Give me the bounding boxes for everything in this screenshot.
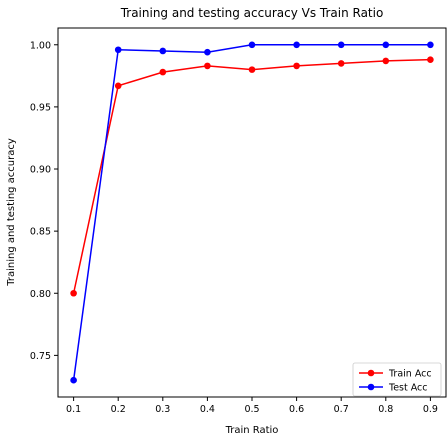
- y-tick-label: 0.95: [30, 102, 51, 113]
- legend-label-test-acc: Test Acc: [388, 383, 428, 394]
- data-point-train-acc: [427, 56, 434, 63]
- data-point-test-acc: [70, 376, 77, 384]
- chart-title: Training and testing accuracy Vs Train R…: [120, 6, 384, 20]
- data-point-train-acc: [337, 60, 345, 67]
- legend-marker-train-acc: [367, 369, 375, 377]
- data-point-test-acc: [248, 41, 256, 49]
- data-point-train-acc: [248, 66, 256, 73]
- series-layer: [70, 41, 434, 384]
- data-point-test-acc: [293, 41, 300, 49]
- data-point-test-acc: [159, 47, 167, 55]
- data-point-test-acc: [114, 46, 122, 54]
- legend-label-train-acc: Train Acc: [388, 369, 432, 380]
- x-tick-label: 0.5: [244, 404, 259, 415]
- x-tick-label: 0.9: [423, 404, 438, 415]
- y-axis-label: Training and testing accuracy: [6, 138, 17, 287]
- y-axis-ticks: 0.75 0.80 0.85 0.90 0.95 1.00: [30, 40, 58, 362]
- x-tick-label: 0.7: [334, 404, 349, 415]
- x-axis-ticks: 0.1 0.2 0.3 0.4 0.5 0.6 0.7 0.8 0.9: [66, 397, 438, 415]
- plot-area: [57, 27, 447, 398]
- x-tick-label: 0.8: [378, 404, 393, 415]
- data-point-test-acc: [427, 41, 434, 49]
- data-point-train-acc: [382, 57, 390, 65]
- y-tick-label: 0.90: [30, 165, 51, 176]
- legend-marker-test-acc: [367, 383, 375, 391]
- data-point-train-acc: [114, 82, 122, 90]
- x-tick-label: 0.3: [155, 404, 170, 415]
- y-tick-label: 0.80: [30, 289, 51, 300]
- legend: Train Acc Test Acc: [352, 362, 442, 397]
- x-axis-label: Train Ratio: [225, 425, 279, 436]
- y-tick-label: 0.85: [30, 227, 51, 238]
- y-tick-label: 0.75: [30, 351, 51, 362]
- data-point-test-acc: [337, 41, 345, 49]
- plot-frame: [57, 27, 447, 398]
- x-tick-label: 0.4: [200, 404, 215, 415]
- data-point-test-acc: [382, 41, 390, 49]
- data-point-train-acc: [159, 68, 167, 76]
- x-tick-label: 0.1: [66, 404, 81, 415]
- x-tick-label: 0.2: [111, 404, 126, 415]
- data-point-test-acc: [204, 48, 211, 56]
- data-point-train-acc: [293, 62, 300, 70]
- x-tick-label: 0.6: [289, 404, 304, 415]
- data-point-train-acc: [204, 62, 211, 70]
- y-tick-label: 1.00: [30, 40, 51, 51]
- data-point-train-acc: [70, 289, 77, 297]
